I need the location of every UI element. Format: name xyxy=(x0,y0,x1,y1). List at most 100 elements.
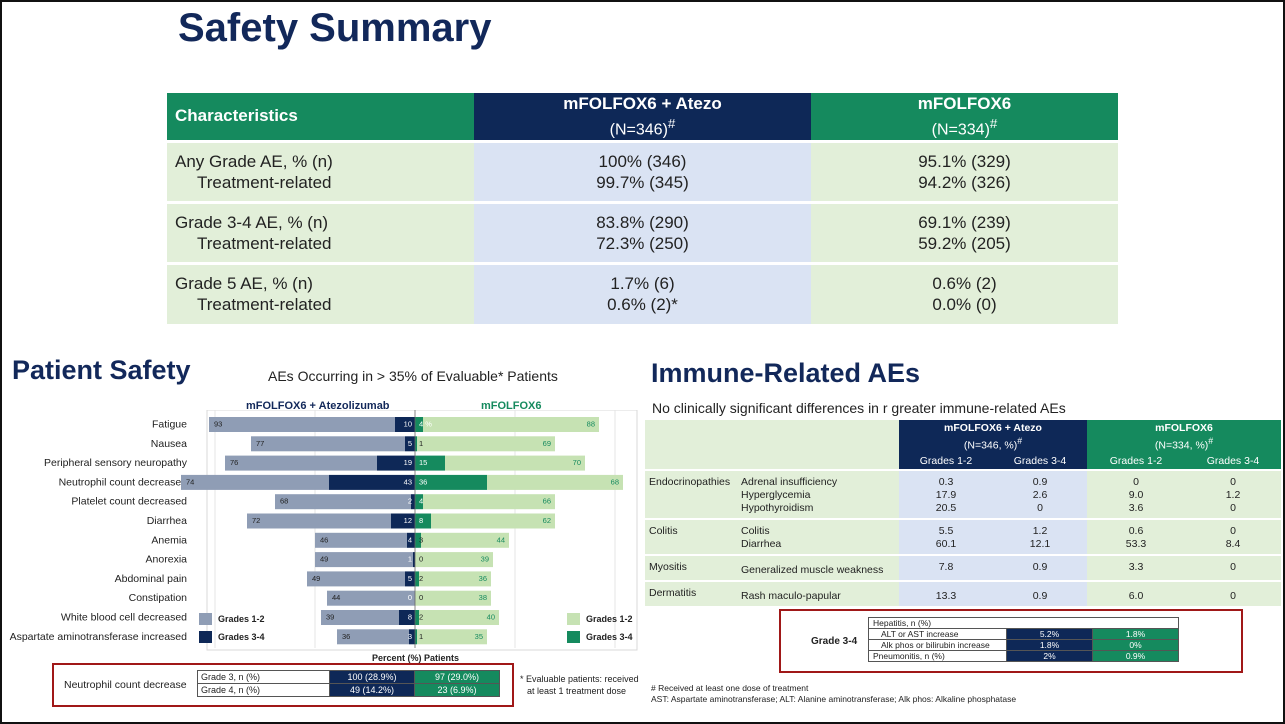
bar-atezo-g34 xyxy=(407,532,415,548)
data-label-atezo-g12: 72 xyxy=(252,516,260,525)
value: 12.1 xyxy=(1029,538,1051,550)
table-row: Myositis Generalized muscle weakness 7.8… xyxy=(645,554,1282,581)
bar-atezo-g34 xyxy=(411,494,415,510)
alk-arm1: 1.8% xyxy=(1006,639,1093,651)
table-row: ALT or AST increase 5.2% 1.8% xyxy=(868,628,1179,640)
bar-atezo-g34 xyxy=(399,610,415,625)
bar-folfox-g12 xyxy=(445,455,585,471)
table-row: Alk phos or bilirubin increase 1.8% 0% xyxy=(868,639,1179,651)
value: 1.2 xyxy=(1225,489,1241,501)
arm1-value: 49 (14.2%) xyxy=(329,683,415,697)
table-row: Hepatitis, n (%) xyxy=(868,617,1179,629)
value: 0.9 xyxy=(993,554,1088,581)
arm1-mark: # xyxy=(667,115,676,131)
safety-summary-table: Characteristics mFOLFOX6 + Atezo (N=346)… xyxy=(167,93,1118,324)
table-row: Any Grade AE, % (n) Treatment-related 100… xyxy=(167,139,1118,202)
arm2-mark: # xyxy=(1208,435,1214,446)
table-row: Grade 3, n (%) 100 (28.9%) 97 (29.0%) xyxy=(197,670,500,684)
arm1-tr-value: 99.7% (345) xyxy=(596,172,689,192)
value: 0.9 xyxy=(993,580,1088,606)
arm1-n: (N=346, %) xyxy=(963,439,1018,452)
value: 3.3 xyxy=(1087,554,1186,581)
table-row: Endocrinopathies Adrenal insufficiency Hy… xyxy=(645,469,1282,519)
data-label-folfox-g34: 36 xyxy=(419,477,427,486)
term: Hypothyroidism xyxy=(741,502,814,514)
value: 0 xyxy=(1230,502,1236,514)
bar-atezo-g12 xyxy=(275,494,411,510)
term: Generalized muscle weakness xyxy=(741,554,899,581)
data-label-atezo-g34: 43 xyxy=(404,477,412,486)
arm2-mark: # xyxy=(989,115,998,131)
arm2-value: 97 (29.0%) xyxy=(414,670,500,684)
value: 1.2 xyxy=(1032,525,1048,537)
bar-folfox-g12 xyxy=(415,590,491,606)
bar-folfox-g12 xyxy=(415,552,493,568)
bar-folfox-g34 xyxy=(415,629,417,645)
alt-arm1: 5.2% xyxy=(1006,628,1093,640)
data-label-folfox-g12: 40 xyxy=(487,613,495,622)
category-label: Constipation xyxy=(129,592,188,604)
immune-footnote: # Received at least one dose of treatmen… xyxy=(651,683,1016,705)
value: 6.0 xyxy=(1087,580,1186,606)
data-label-atezo-g34: 10 xyxy=(404,420,412,429)
neutrophil-label: Neutrophil count decrease xyxy=(64,679,187,691)
data-label-folfox-g34: 4 % xyxy=(419,420,432,429)
col-characteristics: Characteristics xyxy=(167,93,474,141)
value: 0.3 xyxy=(938,476,954,488)
bar-atezo-g34 xyxy=(377,455,415,471)
arm1-tr-value: 0.6% (2)* xyxy=(607,295,678,315)
legend-swatch xyxy=(567,631,580,643)
arm1-n: (N=346) xyxy=(609,120,668,138)
arm2-value: 69.1% (239) xyxy=(918,212,1011,232)
arm1-value: 100 (28.9%) xyxy=(329,670,415,684)
data-label-folfox-g12: 70 xyxy=(573,458,581,467)
data-label-atezo-g34: 3 xyxy=(408,632,412,641)
value: 3.6 xyxy=(1128,502,1144,514)
data-label-folfox-g34: 8 xyxy=(419,516,423,525)
value: 9.0 xyxy=(1128,489,1144,501)
bar-atezo-g12 xyxy=(315,532,407,548)
neutrophil-callout: Neutrophil count decrease Grade 3, n (%)… xyxy=(52,663,514,707)
table-row: Grade 5 AE, % (n) Treatment-related 1.7% … xyxy=(167,261,1118,324)
category-label: Fatigue xyxy=(152,419,187,431)
data-label-atezo-g34: 0 xyxy=(408,593,412,602)
data-label-folfox-g12: 62 xyxy=(543,516,551,525)
bar-atezo-g12 xyxy=(307,571,405,587)
col-arm1: mFOLFOX6 + Atezo (N=346)# xyxy=(474,93,811,141)
term: Hyperglycemia xyxy=(741,489,811,501)
immune-subtitle: No clinically significant differences in… xyxy=(652,400,1066,416)
bar-folfox-g34 xyxy=(415,494,423,510)
data-label-folfox-g12: 35 xyxy=(475,632,483,641)
bar-atezo-g34 xyxy=(395,417,415,432)
value: 17.9 xyxy=(935,489,957,501)
table-row: Grade 3-4 AE, % (n) Treatment-related 83.… xyxy=(167,200,1118,263)
grade34-callout: Grade 3-4 Hepatitis, n (%) ALT or AST in… xyxy=(779,609,1243,673)
subcol-grade34: Grades 3-4 xyxy=(993,454,1088,470)
bar-atezo-g34 xyxy=(413,552,415,568)
immune-category: Endocrinopathies xyxy=(645,469,741,519)
term: Diarrhea xyxy=(741,538,782,550)
data-label-atezo-g12: 93 xyxy=(214,420,222,429)
data-label-atezo-g12: 36 xyxy=(342,632,350,641)
category-label: Diarrhea xyxy=(147,515,187,527)
data-label-atezo-g12: 49 xyxy=(312,574,320,583)
bar-atezo-g12 xyxy=(327,590,415,606)
value: 0 xyxy=(1230,525,1236,537)
term: Colitis xyxy=(741,525,770,537)
legend-atezo-g34: Grades 3-4 xyxy=(199,631,265,643)
arm1-name: mFOLFOX6 + Atezo xyxy=(944,421,1042,434)
arm1-value: 83.8% (290) xyxy=(596,212,689,232)
legend-swatch xyxy=(199,631,212,643)
value: 5.5 xyxy=(938,525,954,537)
table-row: Colitis Colitis Diarrhea 5.5 60.1 1.2 12.1 … xyxy=(645,518,1282,555)
data-label-atezo-g12: 49 xyxy=(320,555,328,564)
immune-category: Dermatitis xyxy=(645,580,741,606)
value: 0 xyxy=(1185,580,1282,606)
data-label-atezo-g12: 39 xyxy=(326,613,334,622)
immune-subheader-blank xyxy=(645,454,899,470)
neutrophil-table: Grade 3, n (%) 100 (28.9%) 97 (29.0%) Gr… xyxy=(197,670,500,697)
data-label-folfox-g12: 39 xyxy=(481,555,489,564)
bar-atezo-g34 xyxy=(405,436,415,452)
category-label: Nausea xyxy=(151,438,187,450)
data-label-folfox-g34: 4 xyxy=(419,497,423,506)
